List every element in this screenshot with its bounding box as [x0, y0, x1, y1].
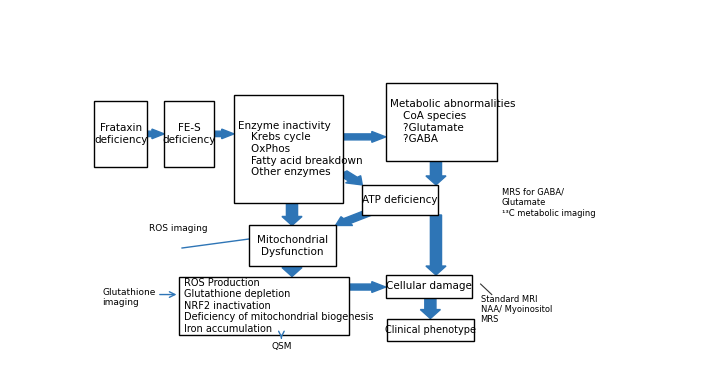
Text: Standard MRI
NAA/ Myoinositol
MRS: Standard MRI NAA/ Myoinositol MRS	[481, 294, 552, 324]
Polygon shape	[426, 161, 446, 185]
FancyBboxPatch shape	[234, 95, 343, 203]
FancyBboxPatch shape	[386, 275, 472, 298]
Text: Cellular damage: Cellular damage	[386, 281, 472, 291]
FancyBboxPatch shape	[179, 277, 349, 335]
Text: ROS Production
Glutathione depletion
NRF2 inactivation
Deficiency of mitochondri: ROS Production Glutathione depletion NRF…	[184, 278, 373, 334]
FancyBboxPatch shape	[164, 101, 215, 167]
Polygon shape	[426, 215, 446, 275]
Polygon shape	[282, 203, 302, 225]
Polygon shape	[420, 298, 441, 319]
Polygon shape	[338, 171, 362, 185]
Text: Metabolic abnormalities
    CoA species
    ?Glutamate
    ?GABA: Metabolic abnormalities CoA species ?Glu…	[390, 99, 516, 144]
Polygon shape	[215, 129, 234, 139]
Text: ATP deficiency: ATP deficiency	[362, 195, 438, 205]
Text: Mitochondrial
Dysfunction: Mitochondrial Dysfunction	[257, 235, 328, 257]
Polygon shape	[349, 282, 386, 292]
Polygon shape	[336, 197, 405, 225]
FancyBboxPatch shape	[387, 319, 474, 341]
Text: ROS imaging: ROS imaging	[148, 224, 207, 233]
Text: Frataxin
deficiency: Frataxin deficiency	[94, 123, 148, 145]
Text: MRS for GABA/
Glutamate
¹³C metabolic imaging: MRS for GABA/ Glutamate ¹³C metabolic im…	[502, 188, 595, 218]
Text: Enzyme inactivity
    Krebs cycle
    OxPhos
    Fatty acid breakdown
    Other : Enzyme inactivity Krebs cycle OxPhos Fat…	[238, 121, 363, 177]
FancyBboxPatch shape	[249, 225, 336, 266]
FancyBboxPatch shape	[362, 185, 438, 215]
Polygon shape	[148, 129, 164, 139]
Text: Glutathione
imaging: Glutathione imaging	[102, 288, 156, 307]
Polygon shape	[343, 131, 386, 142]
Text: FE-S
deficiency: FE-S deficiency	[163, 123, 216, 145]
Polygon shape	[282, 266, 302, 277]
FancyBboxPatch shape	[386, 83, 498, 161]
FancyBboxPatch shape	[94, 101, 148, 167]
Text: Clinical phenotype: Clinical phenotype	[385, 325, 476, 335]
Text: QSM: QSM	[271, 342, 292, 351]
